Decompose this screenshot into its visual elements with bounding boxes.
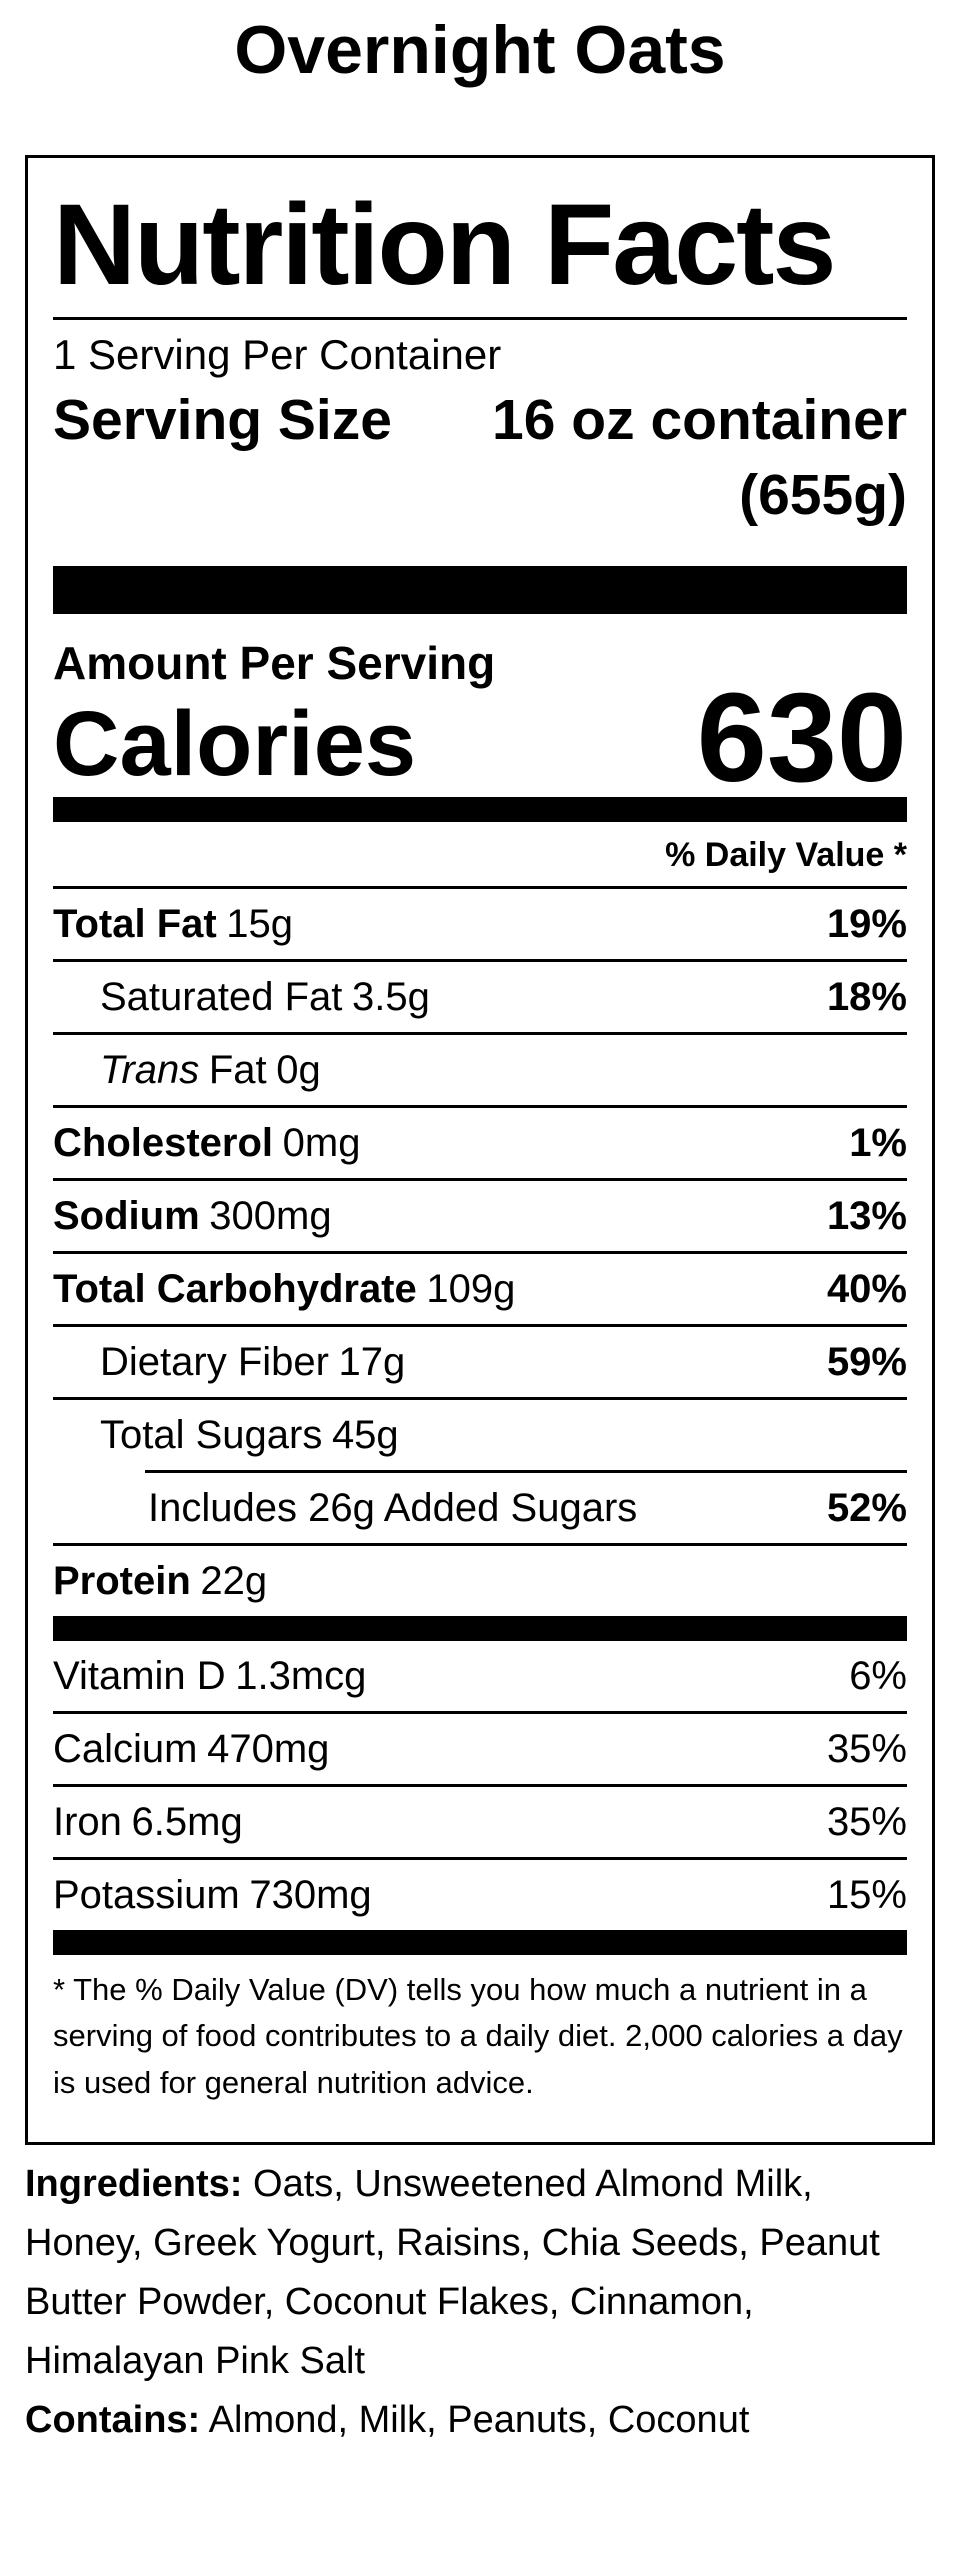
ingredients-text: Oats, Unsweetened Almond Milk, Honey, Gr… xyxy=(25,2163,880,2382)
vitamin-row-calcium: Calcium 470mg 35% xyxy=(53,1714,907,1784)
nutrient-name: Vitamin D 1.3mcg xyxy=(53,1653,367,1698)
divider-hairline xyxy=(53,1542,907,1546)
nutrient-amount: 0mg xyxy=(282,1120,361,1165)
nutrient-dv: 19% xyxy=(826,901,907,946)
serving-size-row: Serving Size 16 oz container xyxy=(53,392,907,449)
nutrient-dv: 15% xyxy=(826,1872,907,1917)
nutrient-amount: 109g xyxy=(426,1266,516,1311)
nutrient-name: Total Sugars 45g xyxy=(100,1412,399,1457)
contains-text: Almond, Milk, Peanuts, Coconut xyxy=(200,2398,750,2441)
vitamin-row-vitamin-d: Vitamin D 1.3mcg 6% xyxy=(53,1641,907,1711)
nutrient-name: Includes 26g Added Sugars xyxy=(148,1485,638,1530)
nutrient-amount: 45g xyxy=(331,1412,399,1457)
ingredients-section: Ingredients: Oats, Unsweetened Almond Mi… xyxy=(25,2155,935,2449)
divider-hairline xyxy=(53,1783,907,1787)
nutrient-amount: 22g xyxy=(200,1558,268,1603)
nutrient-name: Total Carbohydrate 109g xyxy=(53,1266,516,1311)
nutrient-dv: 52% xyxy=(826,1485,907,1530)
nutrient-dv: 35% xyxy=(826,1799,907,1844)
divider-hairline xyxy=(53,1710,907,1714)
divider-hairline-indented xyxy=(145,1469,907,1473)
nutrient-amount: 470mg xyxy=(207,1726,330,1771)
nutrient-name: Saturated Fat 3.5g xyxy=(100,974,430,1019)
nutrient-row-total-fat: Total Fat 15g 19% xyxy=(53,889,907,959)
nutrient-dv: 35% xyxy=(826,1726,907,1771)
nutrient-amount: 6.5mg xyxy=(131,1799,243,1844)
nutrient-amount: 0g xyxy=(276,1047,321,1092)
thick-divider-bar xyxy=(53,566,907,614)
contains-paragraph: Contains: Almond, Milk, Peanuts, Coconut xyxy=(25,2391,935,2450)
servings-per-container: 1 Serving Per Container xyxy=(53,331,502,378)
divider-hairline xyxy=(53,1856,907,1860)
nutrient-name: Iron 6.5mg xyxy=(53,1799,243,1844)
nutrient-dv: 1% xyxy=(849,1120,907,1165)
ingredients-label: Ingredients: xyxy=(25,2163,243,2205)
nutrient-dv: 18% xyxy=(826,974,907,1019)
nutrient-name: Trans Fat 0g xyxy=(100,1047,321,1092)
nutrient-row-added-sugars: Includes 26g Added Sugars 52% xyxy=(53,1473,907,1543)
serving-size-value: 16 oz container xyxy=(492,388,907,452)
nutrient-amount: 300mg xyxy=(209,1193,332,1238)
serving-size-label: Serving Size xyxy=(53,388,392,452)
nutrient-row-total-sugars: Total Sugars 45g xyxy=(53,1400,907,1470)
calories-value: 630 xyxy=(696,667,907,808)
nutrient-row-total-carbohydrate: Total Carbohydrate 109g 40% xyxy=(53,1254,907,1324)
nutrient-dv: 59% xyxy=(826,1339,907,1384)
calories-row: Calories 630 xyxy=(53,667,907,808)
nutrient-dv: 13% xyxy=(826,1193,907,1238)
vitamin-row-potassium: Potassium 730mg 15% xyxy=(53,1860,907,1930)
nutrient-name: Sodium 300mg xyxy=(53,1193,332,1238)
ingredients-paragraph: Ingredients: Oats, Unsweetened Almond Mi… xyxy=(25,2155,935,2391)
nutrient-name: Calcium 470mg xyxy=(53,1726,330,1771)
divider-hairline xyxy=(53,885,907,889)
divider-hairline xyxy=(53,1177,907,1181)
nutrient-name: Total Fat 15g xyxy=(53,901,294,946)
nutrient-name: Protein 22g xyxy=(53,1558,268,1603)
divider-hairline xyxy=(53,317,907,320)
page-title: Overnight Oats xyxy=(234,12,726,88)
daily-value-header: % Daily Value * xyxy=(665,835,907,874)
amount-per-serving-label: Amount Per Serving xyxy=(53,637,496,689)
nutrient-dv: 40% xyxy=(826,1266,907,1311)
contains-label: Contains: xyxy=(25,2398,201,2441)
nutrient-name: Dietary Fiber 17g xyxy=(100,1339,406,1384)
nutrient-row-trans-fat: Trans Fat 0g xyxy=(53,1035,907,1105)
daily-value-footnote: * The % Daily Value (DV) tells you how m… xyxy=(53,1971,903,2100)
divider-hairline xyxy=(53,1031,907,1035)
medium-divider-bar xyxy=(53,796,907,822)
medium-divider-bar xyxy=(53,1615,907,1641)
calories-label: Calories xyxy=(53,693,417,796)
nutrient-row-sodium: Sodium 300mg 13% xyxy=(53,1181,907,1251)
divider-hairline xyxy=(53,958,907,962)
nutrient-amount: 1.3mcg xyxy=(235,1653,367,1698)
vitamin-row-iron: Iron 6.5mg 35% xyxy=(53,1787,907,1857)
nutrient-amount: 730mg xyxy=(249,1872,372,1917)
serving-size-weight: (655g) xyxy=(739,463,907,527)
medium-divider-bar xyxy=(53,1929,907,1955)
nutrient-row-cholesterol: Cholesterol 0mg 1% xyxy=(53,1108,907,1178)
divider-hairline xyxy=(53,1323,907,1327)
nutrient-row-protein: Protein 22g xyxy=(53,1546,907,1616)
nutrition-facts-label: Nutrition Facts 1 Serving Per Container … xyxy=(25,155,935,2145)
nutrient-name: Cholesterol 0mg xyxy=(53,1120,361,1165)
nutrient-name: Potassium 730mg xyxy=(53,1872,372,1917)
nutrient-amount: 3.5g xyxy=(351,974,430,1019)
nutrient-dv: 6% xyxy=(849,1653,907,1698)
nutrient-amount: 15g xyxy=(226,901,294,946)
divider-hairline xyxy=(53,1104,907,1108)
divider-hairline xyxy=(53,1250,907,1254)
divider-hairline xyxy=(53,1396,907,1400)
nutrient-amount: 17g xyxy=(338,1339,406,1384)
nutrient-row-saturated-fat: Saturated Fat 3.5g 18% xyxy=(53,962,907,1032)
nutrition-facts-heading: Nutrition Facts xyxy=(53,181,836,309)
nutrient-row-dietary-fiber: Dietary Fiber 17g 59% xyxy=(53,1327,907,1397)
